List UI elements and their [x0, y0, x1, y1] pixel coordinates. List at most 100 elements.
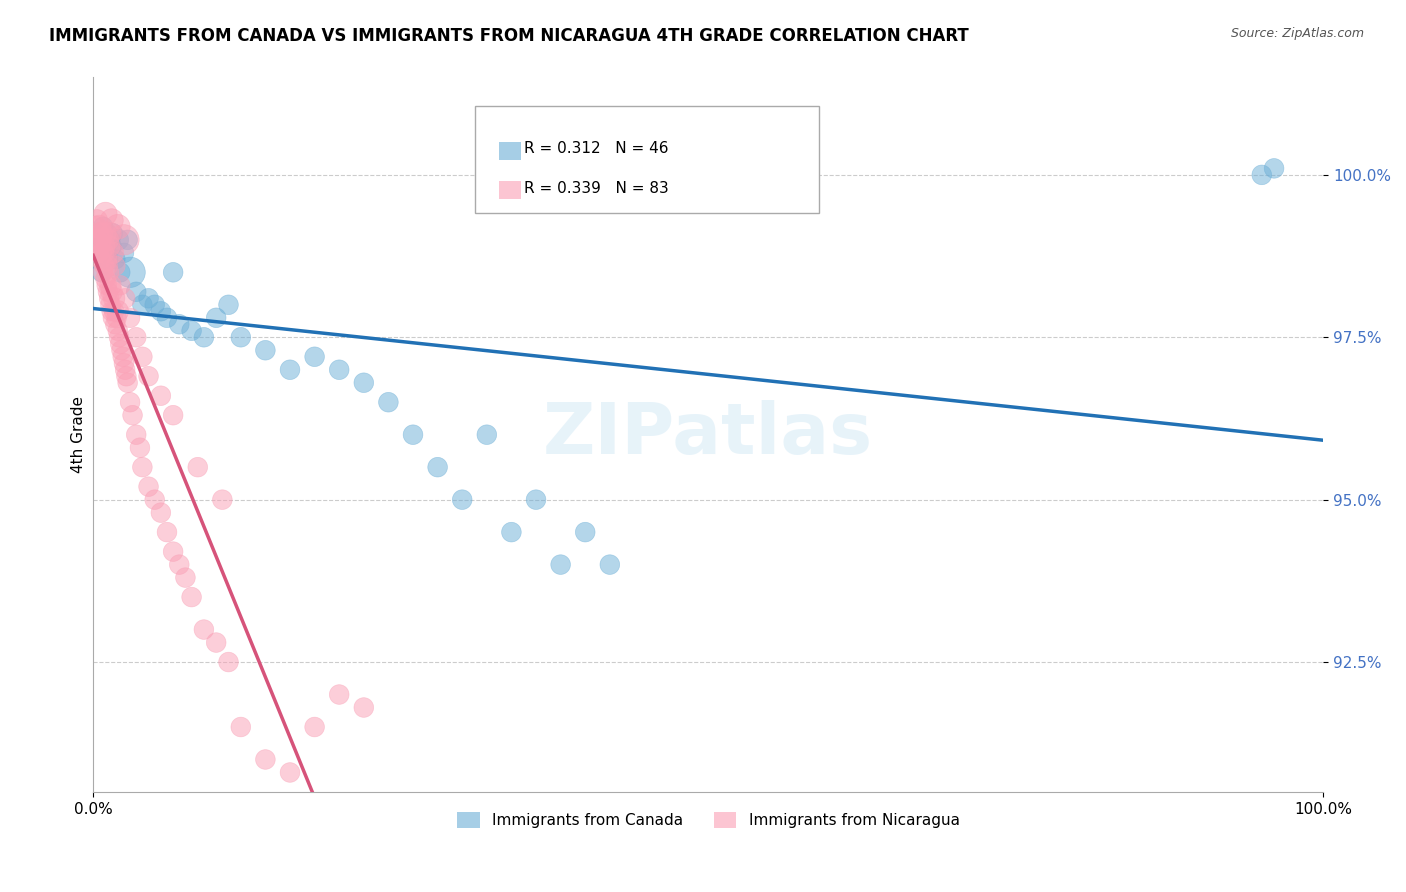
Point	[101, 310, 124, 325]
Point	[110, 278, 132, 293]
Point	[138, 369, 160, 384]
Point	[90, 227, 112, 241]
Point	[107, 304, 129, 318]
Text: IMMIGRANTS FROM CANADA VS IMMIGRANTS FROM NICARAGUA 4TH GRADE CORRELATION CHART: IMMIGRANTS FROM CANADA VS IMMIGRANTS FRO…	[49, 27, 969, 45]
Point	[254, 343, 277, 358]
Point	[98, 291, 121, 305]
Point	[100, 298, 122, 312]
Point	[162, 544, 184, 558]
Point	[97, 285, 120, 299]
FancyBboxPatch shape	[474, 106, 818, 213]
Point	[254, 752, 277, 766]
Point	[475, 427, 498, 442]
Point	[104, 318, 127, 332]
Point	[107, 219, 129, 234]
Point	[91, 265, 114, 279]
Point	[96, 259, 118, 273]
Point	[94, 272, 117, 286]
Point	[91, 219, 114, 234]
Point	[278, 765, 301, 780]
Point	[574, 525, 596, 540]
Point	[304, 350, 326, 364]
Point	[131, 350, 153, 364]
Point	[93, 259, 115, 273]
Point	[328, 688, 350, 702]
Point	[1250, 168, 1272, 182]
Point	[89, 245, 111, 260]
Point	[218, 298, 240, 312]
Point	[112, 245, 135, 260]
Point	[205, 310, 228, 325]
Point	[100, 285, 122, 299]
Point	[156, 525, 179, 540]
Point	[115, 369, 138, 384]
Point	[599, 558, 621, 572]
Point	[1263, 161, 1285, 176]
Point	[149, 389, 172, 403]
Y-axis label: 4th Grade: 4th Grade	[72, 396, 86, 473]
Point	[180, 324, 202, 338]
Point	[112, 356, 135, 370]
Point	[103, 304, 125, 318]
Point	[501, 525, 523, 540]
Point	[193, 330, 215, 344]
Bar	[499, 142, 522, 160]
Point	[86, 233, 108, 247]
Point	[187, 460, 209, 475]
Point	[304, 720, 326, 734]
Point	[104, 259, 127, 273]
Point	[278, 363, 301, 377]
Point	[96, 227, 118, 241]
Legend: Immigrants from Canada, Immigrants from Nicaragua: Immigrants from Canada, Immigrants from …	[451, 806, 966, 834]
Point	[218, 655, 240, 669]
Point	[100, 304, 122, 318]
Point	[169, 558, 191, 572]
Text: ZIPatlas: ZIPatlas	[543, 401, 873, 469]
Point	[111, 350, 134, 364]
Point	[90, 233, 112, 247]
Point	[117, 376, 139, 390]
Point	[87, 227, 110, 241]
Point	[402, 427, 425, 442]
Text: R = 0.312   N = 46: R = 0.312 N = 46	[523, 142, 668, 156]
Point	[229, 330, 252, 344]
Point	[451, 492, 474, 507]
Point	[129, 441, 152, 455]
Point	[169, 318, 191, 332]
Point	[87, 245, 110, 260]
Point	[108, 330, 131, 344]
Point	[107, 324, 129, 338]
Point	[524, 492, 547, 507]
Point	[104, 252, 127, 267]
Point	[98, 233, 121, 247]
Point	[97, 252, 120, 267]
Point	[328, 363, 350, 377]
Bar	[499, 181, 522, 199]
Point	[162, 265, 184, 279]
Point	[426, 460, 449, 475]
Point	[90, 265, 112, 279]
Point	[114, 291, 136, 305]
Point	[125, 330, 148, 344]
Point	[229, 720, 252, 734]
Point	[96, 278, 118, 293]
Point	[103, 291, 125, 305]
Point	[149, 506, 172, 520]
Point	[211, 492, 233, 507]
Point	[100, 213, 122, 227]
Point	[93, 239, 115, 253]
Point	[101, 245, 124, 260]
Point	[94, 227, 117, 241]
Point	[97, 233, 120, 247]
Point	[138, 480, 160, 494]
Point	[94, 207, 117, 221]
Point	[90, 233, 112, 247]
Point	[100, 227, 122, 241]
Point	[353, 700, 375, 714]
Point	[120, 395, 142, 409]
Point	[91, 245, 114, 260]
Point	[117, 233, 139, 247]
Point	[120, 265, 142, 279]
Point	[86, 213, 108, 227]
Point	[100, 278, 122, 293]
